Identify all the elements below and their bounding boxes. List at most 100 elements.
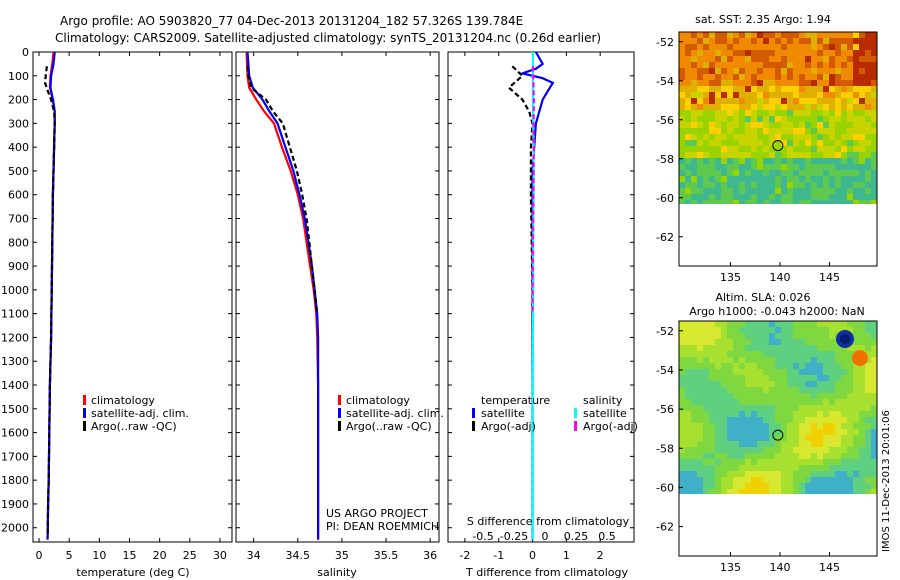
sst-cell — [823, 140, 829, 146]
sla-cell — [835, 447, 841, 453]
sst-cell — [799, 56, 805, 62]
sla-cell — [835, 393, 841, 399]
sla-cell — [793, 459, 799, 465]
legend-swatch-satellite-adj — [83, 408, 86, 418]
sst-cell — [871, 152, 877, 158]
sla-eddy-core — [840, 334, 850, 344]
sst-cell — [763, 92, 769, 98]
x-tick-label: 34.5 — [286, 549, 311, 562]
sst-cell — [745, 86, 751, 92]
sst-cell — [709, 104, 715, 110]
map-y-tick-label: -60 — [656, 192, 674, 205]
sst-cell — [697, 98, 703, 104]
sla-cell — [847, 459, 853, 465]
sla-cell — [847, 417, 853, 423]
sst-cell — [679, 56, 685, 62]
sla-cell — [739, 453, 745, 459]
sla-cell — [679, 321, 685, 327]
sla-cell — [841, 369, 847, 375]
map-y-tick-label: -52 — [656, 36, 674, 49]
sst-cell — [853, 146, 859, 152]
sst-cell — [757, 146, 763, 152]
sst-cell — [835, 164, 841, 170]
sst-cell — [721, 104, 727, 110]
sst-cell — [865, 176, 871, 182]
sla-cell — [751, 459, 757, 465]
sla-cell — [691, 357, 697, 363]
sla-cell — [763, 441, 769, 447]
map-x-tick-label: 140 — [769, 561, 790, 574]
sst-cell — [841, 110, 847, 116]
series-line-salinity-argo-adj- — [531, 66, 536, 314]
sst-cell — [691, 98, 697, 104]
sla-cell — [805, 351, 811, 357]
sst-cell — [847, 170, 853, 176]
sla-cell — [763, 435, 769, 441]
sla-cell — [757, 321, 763, 327]
sst-cell — [829, 50, 835, 56]
sla-cell — [715, 399, 721, 405]
sst-cell — [715, 74, 721, 80]
sla-cell — [679, 459, 685, 465]
sla-cell — [769, 465, 775, 471]
sst-cell — [775, 176, 781, 182]
sst-cell — [793, 92, 799, 98]
sla-cell — [847, 453, 853, 459]
sst-cell — [799, 68, 805, 74]
sst-cell — [835, 104, 841, 110]
sla-cell — [769, 435, 775, 441]
sla-cell — [697, 393, 703, 399]
sla-cell — [775, 429, 781, 435]
sst-cell — [745, 146, 751, 152]
sst-cell — [811, 86, 817, 92]
sla-cell — [697, 471, 703, 477]
sst-cell — [739, 68, 745, 74]
sst-cell — [841, 68, 847, 74]
sla-cell — [727, 363, 733, 369]
sla-cell — [787, 327, 793, 333]
sst-cell — [775, 170, 781, 176]
sst-cell — [703, 104, 709, 110]
sla-cell — [757, 357, 763, 363]
sla-cell — [823, 321, 829, 327]
sla-cell — [787, 411, 793, 417]
sst-cell — [829, 32, 835, 38]
legend-group-salinity: salinity — [583, 394, 623, 407]
sla-cell — [703, 369, 709, 375]
sst-cell — [817, 182, 823, 188]
sst-cell — [703, 56, 709, 62]
sla-cell — [685, 345, 691, 351]
sst-cell — [679, 38, 685, 44]
sla-cell — [709, 447, 715, 453]
sla-cell — [835, 345, 841, 351]
sst-cell — [703, 140, 709, 146]
sla-cell — [775, 489, 781, 495]
sst-cell — [745, 140, 751, 146]
sst-cell — [775, 92, 781, 98]
sla-cell — [769, 363, 775, 369]
sla-cell — [733, 489, 739, 495]
sst-cell — [871, 86, 877, 92]
sst-cell — [793, 38, 799, 44]
sla-cell — [793, 339, 799, 345]
sla-cell — [733, 333, 739, 339]
sst-cell — [871, 38, 877, 44]
sla-cell — [793, 387, 799, 393]
sla-cell — [691, 489, 697, 495]
sla-cell — [703, 459, 709, 465]
sst-cell — [745, 152, 751, 158]
sla-cell — [715, 447, 721, 453]
sla-cell — [793, 333, 799, 339]
sla-cell — [817, 381, 823, 387]
sst-cell — [757, 56, 763, 62]
sla-cell — [745, 471, 751, 477]
sla-cell — [775, 375, 781, 381]
sla-cell — [775, 465, 781, 471]
sst-cell — [727, 92, 733, 98]
sla-cell — [835, 453, 841, 459]
sst-cell — [841, 152, 847, 158]
sst-cell — [841, 140, 847, 146]
sst-cell — [751, 98, 757, 104]
sla-cell — [703, 471, 709, 477]
sst-cell — [847, 200, 853, 206]
